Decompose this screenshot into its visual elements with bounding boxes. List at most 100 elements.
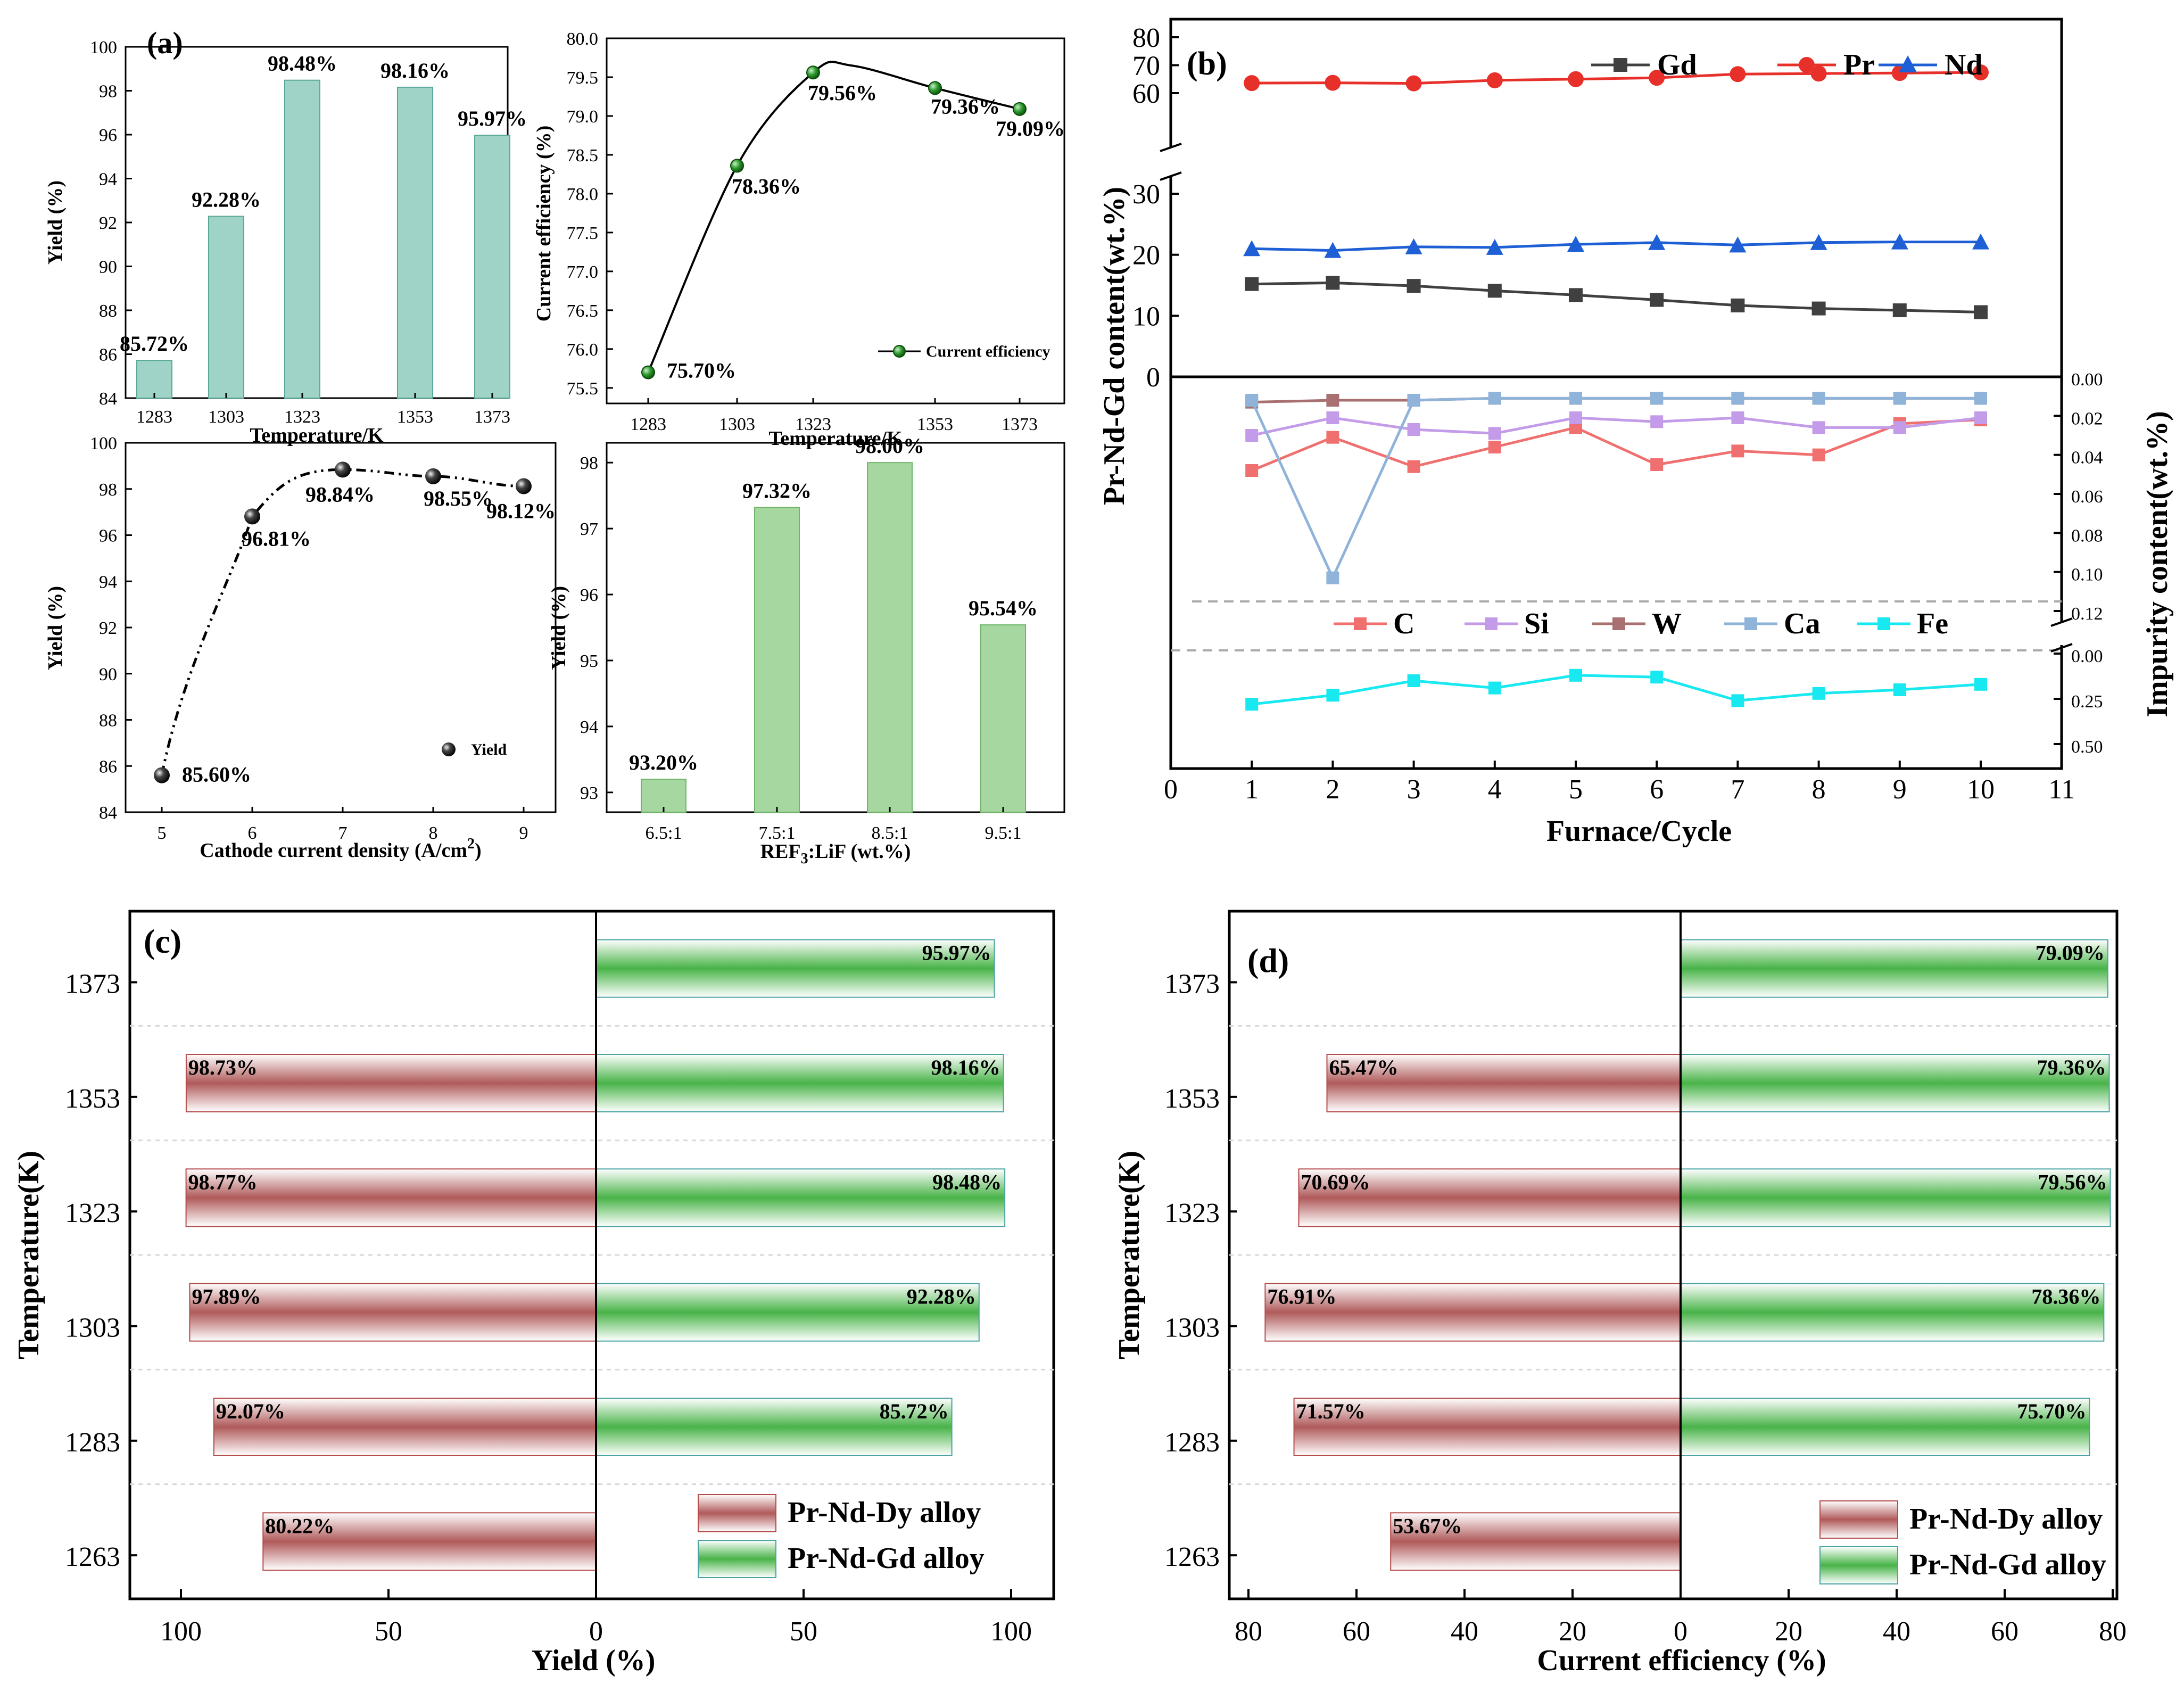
a1-bar-label: 95.97% bbox=[458, 106, 527, 130]
a2-xtick-label: 1353 bbox=[917, 415, 953, 434]
b-yleft-label: 30 bbox=[1132, 179, 1160, 210]
a4-ytick-label: 97 bbox=[580, 519, 598, 539]
b-marker-C bbox=[1650, 458, 1664, 471]
c-bar-label: 85.72% bbox=[880, 1399, 949, 1423]
c-bar-label: 98.48% bbox=[932, 1170, 1002, 1194]
a3-point-label: 98.84% bbox=[305, 482, 375, 506]
a4-bar bbox=[867, 462, 913, 813]
c-ytick-label: 1283 bbox=[65, 1427, 120, 1458]
a1-ytick-label: 96 bbox=[99, 126, 117, 145]
a1-ytick-label: 86 bbox=[99, 345, 117, 365]
a3-xlabel-sup: 2 bbox=[467, 836, 475, 852]
b-marker-Si bbox=[1893, 421, 1906, 434]
a3-ytick-label: 88 bbox=[99, 711, 117, 731]
b-marker-Nd bbox=[1729, 236, 1747, 253]
a4-xtick-label: 6.5:1 bbox=[646, 823, 682, 843]
a3-point bbox=[244, 508, 260, 525]
a4-ytick-label: 94 bbox=[580, 717, 598, 737]
b-legend-label-Gd: Gd bbox=[1657, 48, 1697, 81]
b-legend-marker-Fe bbox=[1877, 617, 1890, 630]
d-bar-label: 75.70% bbox=[2017, 1399, 2086, 1423]
d-bar-label: 71.57% bbox=[1296, 1399, 1366, 1423]
c-bar-dy bbox=[185, 1168, 597, 1227]
b-yleft-label: 70 bbox=[1132, 51, 1160, 81]
a2-xtick-label: 1373 bbox=[1002, 415, 1038, 434]
b-xtick-label: 6 bbox=[1650, 774, 1664, 805]
c-xtick-label: 50 bbox=[790, 1616, 817, 1647]
b-legend-marker-Nd bbox=[1899, 55, 1917, 72]
b-marker-Ca bbox=[1326, 571, 1339, 584]
b-yright-label: 0.10 bbox=[2071, 565, 2103, 585]
c-bar-label: 92.28% bbox=[907, 1285, 976, 1309]
a2-ytick-label: 80.0 bbox=[567, 29, 599, 49]
b-marker-Pr bbox=[1649, 70, 1665, 86]
b-marker-Fe bbox=[1650, 671, 1664, 684]
a1-xtick-label: 1373 bbox=[474, 407, 510, 427]
b-xtick-label: 11 bbox=[2048, 774, 2075, 805]
a1-xtick-label: 1303 bbox=[208, 407, 244, 427]
a3-point bbox=[335, 461, 351, 478]
d-bar-gd bbox=[1680, 1398, 2090, 1456]
c-ylabel: Temperature(K) bbox=[12, 1151, 45, 1359]
d-ytick-label: 1263 bbox=[1164, 1542, 1220, 1572]
b-marker-Nd bbox=[1891, 233, 1908, 250]
b-marker-Si bbox=[1812, 421, 1825, 434]
b-legend-marker-C bbox=[1354, 617, 1367, 630]
a3-legend-label: Yield bbox=[471, 741, 507, 758]
a3-ytick-label: 100 bbox=[90, 434, 117, 453]
d-ytick-label: 1323 bbox=[1164, 1198, 1220, 1228]
c-ytick-label: 1303 bbox=[65, 1313, 120, 1343]
d-ytick-label: 1303 bbox=[1164, 1313, 1220, 1343]
b-ylabel-left: Pr-Nd-Gd content(wt.%) bbox=[1098, 187, 1131, 505]
d-xtick-label: 60 bbox=[1991, 1616, 2018, 1647]
a3-xlabel: Cathode current density (A/cm2) bbox=[200, 836, 481, 862]
a2-xtick-label: 1303 bbox=[719, 415, 755, 434]
b-yright-label: 0.50 bbox=[2071, 737, 2103, 757]
a2-point bbox=[1013, 102, 1027, 116]
b-marker-Nd bbox=[1324, 242, 1342, 258]
d-bar-dy bbox=[1293, 1398, 1681, 1456]
b-xtick-label: 4 bbox=[1488, 774, 1502, 805]
b-marker-Fe bbox=[1326, 689, 1339, 702]
c-ytick-label: 1263 bbox=[65, 1542, 120, 1572]
panel-c-label: (c) bbox=[144, 922, 181, 960]
c-bar-dy bbox=[262, 1512, 597, 1571]
a1-ylabel: Yield (%) bbox=[44, 180, 67, 265]
panel-a-label: (a) bbox=[147, 26, 183, 60]
a2-ytick-label: 79.5 bbox=[567, 68, 599, 88]
d-ytick-label: 1373 bbox=[1164, 969, 1220, 1000]
a2-ytick-label: 75.5 bbox=[567, 379, 599, 399]
a3-legend-marker bbox=[442, 742, 456, 756]
c-bar-label: 92.07% bbox=[216, 1399, 285, 1423]
b-yright-label: 0.06 bbox=[2071, 487, 2103, 507]
b-marker-Ca bbox=[1407, 394, 1420, 407]
a3-point bbox=[154, 767, 170, 783]
b-marker-C bbox=[1488, 441, 1501, 453]
a3-point-label: 96.81% bbox=[242, 526, 311, 550]
b-left-break-1 bbox=[1160, 143, 1182, 152]
c-bar-label: 98.77% bbox=[188, 1170, 258, 1194]
a2-ytick-label: 76.5 bbox=[567, 301, 599, 321]
a2-ytick-label: 78.0 bbox=[567, 185, 599, 204]
d-legend-swatch bbox=[1819, 1500, 1898, 1539]
a3-ytick-label: 84 bbox=[99, 803, 117, 823]
b-marker-Pr bbox=[1568, 71, 1584, 87]
b-xtick-label: 0 bbox=[1164, 774, 1178, 805]
a2-frame bbox=[606, 37, 1065, 405]
b-legend-label-Si: Si bbox=[1524, 607, 1549, 640]
b-marker-Ca bbox=[1812, 392, 1825, 405]
b-marker-Nd bbox=[1243, 240, 1261, 257]
b-marker-Ca bbox=[1974, 392, 1987, 405]
c-bar-label: 98.16% bbox=[931, 1055, 1000, 1079]
b-xtick-label: 3 bbox=[1407, 774, 1421, 805]
a1-ytick-label: 100 bbox=[90, 38, 117, 57]
a4-xtick-label: 7.5:1 bbox=[759, 823, 796, 843]
d-bar-label: 79.09% bbox=[2036, 941, 2105, 965]
a1-ytick-label: 98 bbox=[99, 82, 117, 102]
a4-frame bbox=[606, 442, 1065, 813]
a3-ytick-label: 96 bbox=[99, 526, 117, 546]
b-legend-label-Fe: Fe bbox=[1917, 607, 1948, 640]
a1-bar-label: 98.48% bbox=[268, 52, 337, 76]
a3-xtick-label: 8 bbox=[429, 823, 438, 843]
b-legend-marker-Si bbox=[1485, 617, 1498, 630]
